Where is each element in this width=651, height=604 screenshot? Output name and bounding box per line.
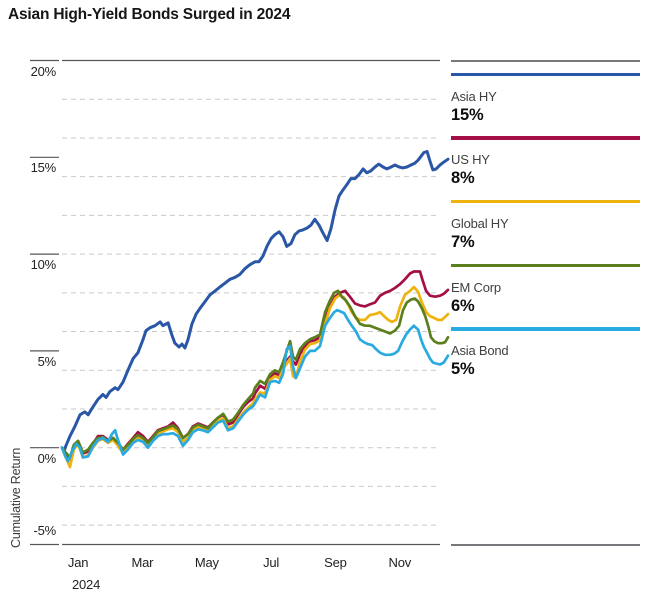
legend-series-value: 7% — [451, 232, 475, 251]
x-axis-tick-label: May — [194, 555, 219, 570]
legend-item-asia-hy: Asia HY 15% — [451, 72, 640, 135]
legend-item-asia-bond: Asia Bond 5% — [451, 327, 640, 389]
y-axis-tick-label: 0% — [37, 450, 57, 466]
series-line-em-corp — [60, 289, 450, 459]
legend-item-em-corp: EM Corp 6% — [451, 263, 640, 326]
legend-series-name: Global HY — [451, 215, 509, 231]
legend-item-global-hy: Global HY 7% — [451, 199, 640, 262]
x-axis-tick-label: Nov — [388, 555, 412, 570]
legend-series-name: Asia Bond — [451, 343, 509, 359]
legend-color-bar — [451, 263, 640, 268]
x-axis-year-label: 2024 — [72, 577, 101, 592]
legend-series-value: 6% — [451, 296, 475, 315]
x-axis-tick-label: Sep — [324, 555, 347, 570]
y-axis-tick-label: -5% — [33, 522, 56, 538]
legend-color-bar — [451, 72, 640, 76]
y-axis-tick-label: 5% — [37, 353, 57, 369]
legend-bottom-rule — [451, 544, 640, 546]
legend-series-value: 5% — [451, 360, 475, 379]
legend-series-name: US HY — [451, 152, 490, 168]
legend-series-name: EM Corp — [451, 279, 501, 295]
series-line-asia-bond — [60, 308, 450, 463]
series-line-global-hy — [60, 285, 450, 469]
legend-series-value: 8% — [451, 169, 475, 188]
series-line-us-hy — [60, 270, 450, 461]
x-axis-tick-label: Jan — [67, 555, 89, 570]
legend-series-value: 15% — [451, 105, 484, 124]
legend: Asia HY 15% US HY 8% Global HY 7% EM Cor… — [451, 60, 640, 547]
chart-title: Asian High-Yield Bonds Surged in 2024 — [8, 6, 291, 23]
legend-color-bar — [451, 327, 640, 331]
legend-series-name: Asia HY — [451, 88, 497, 104]
y-axis-tick-label: 10% — [30, 257, 57, 273]
x-axis-tick-label: Jul — [263, 555, 280, 570]
y-axis-tick-label: 15% — [30, 160, 57, 176]
legend-color-bar — [451, 199, 640, 204]
x-axis-tick-label: Mar — [131, 555, 154, 570]
y-axis-title: Cumulative Return — [9, 447, 23, 548]
series-line-asia-hy — [60, 150, 450, 454]
legend-color-bar — [451, 136, 640, 140]
legend-item-us-hy: US HY 8% — [451, 136, 640, 198]
legend-top-rule — [451, 60, 640, 62]
y-axis-tick-label: 20% — [30, 63, 57, 79]
